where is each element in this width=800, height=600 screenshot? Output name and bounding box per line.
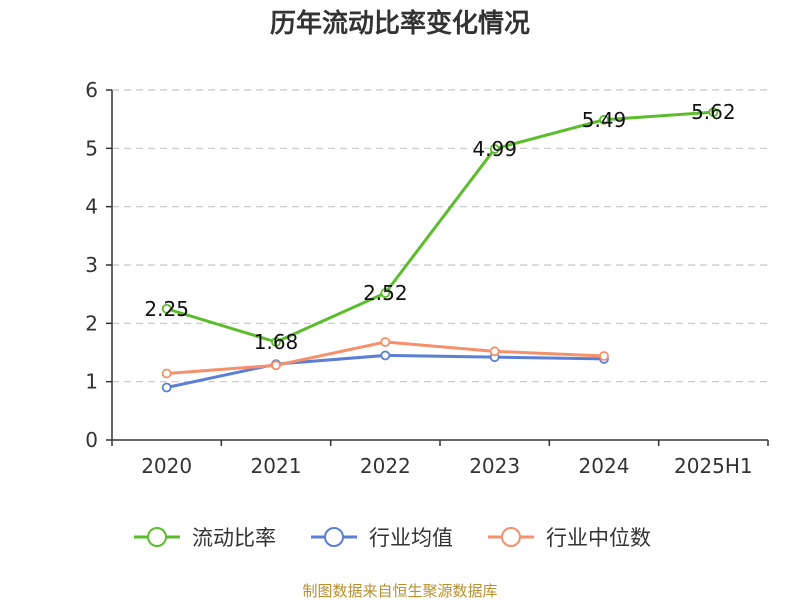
data-point [599,351,609,361]
y-tick-label: 1 [85,370,98,394]
data-label: 5.62 [691,100,736,124]
x-tick-label: 2025H1 [674,454,753,478]
data-point [599,114,609,125]
data-point [161,303,172,314]
data-point [271,360,281,371]
legend-marker [147,527,167,547]
x-tick-label: 2024 [579,454,630,478]
y-tick-label: 6 [85,78,98,102]
legend-label: 流动比率 [192,526,276,550]
chart-title: 历年流动比率变化情况 [270,8,530,39]
grid-lines [112,89,768,383]
data-label: 5.49 [582,108,627,132]
data-labels: 2.25 1.68 2.52 4.99 5.49 5.62 [144,100,735,354]
legend: 流动比率 行业均值 行业中位数 [134,526,651,550]
y-tick-label: 0 [85,428,98,452]
data-label: 1.68 [254,330,299,354]
x-tick-label: 2020 [141,454,192,478]
legend-marker [501,527,521,547]
axes: 0 1 2 3 4 5 6 2020 2021 2022 2023 2024 2025H1 [85,78,769,478]
data-point [380,350,391,361]
legend-label: 行业中位数 [546,526,651,550]
data-point [161,368,172,379]
data-point [380,337,391,347]
y-tick-label: 5 [85,136,98,160]
y-tick-label: 2 [85,311,98,335]
data-point [708,107,719,118]
source-note: 制图数据来自恒生聚源数据库 [302,582,497,600]
y-tick-label: 3 [85,253,98,277]
data-label: 4.99 [472,137,517,161]
data-label: 2.52 [363,281,408,305]
legend-label: 行业均值 [369,526,453,550]
x-tick-label: 2021 [251,454,302,478]
data-point [489,144,500,154]
x-tick-label: 2023 [469,454,520,478]
y-tick-label: 4 [85,195,98,219]
data-point [271,337,281,347]
data-point [489,346,500,357]
data-point [380,288,391,298]
legend-marker [324,527,344,547]
series-line-0 [166,110,714,344]
data-label: 2.25 [144,297,189,321]
x-tick-label: 2022 [360,454,411,478]
data-point [161,382,172,393]
series-lines [161,107,719,393]
